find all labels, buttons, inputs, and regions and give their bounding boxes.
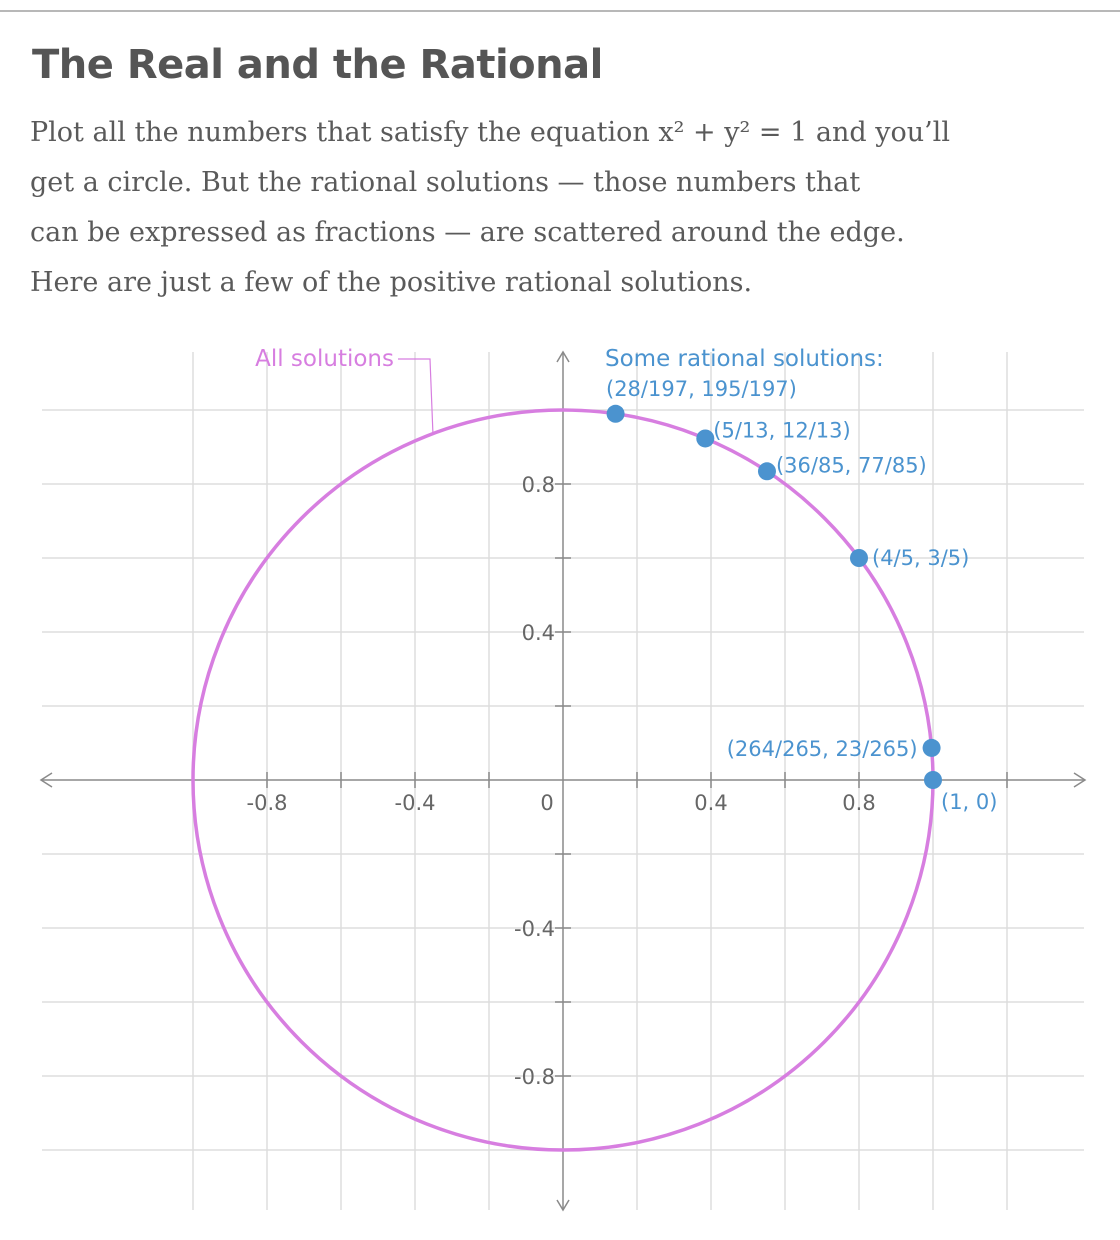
rational-point <box>850 549 868 567</box>
unit-circle-chart: -0.8 -0.4 0 0.4 0.8 0.8 0.4 -0.4 -0.8 (28/197, 1… <box>39 346 1087 1212</box>
intro-line: Here are just a few of the positive rati… <box>30 267 753 298</box>
intro-line: Plot all the numbers that satisfy the eq… <box>30 117 950 148</box>
points-legend-title: Some rational solutions: <box>605 346 884 372</box>
x-tick-label: 0 <box>540 791 553 815</box>
x-axis-arrow-right <box>1073 772 1087 788</box>
rational-point-label: (1, 0) <box>941 790 997 814</box>
points-layer: (28/197, 195/197) (5/13, 12/13) (36/85, 77… <box>606 377 997 814</box>
y-tick-label: 0.4 <box>522 621 555 645</box>
y-axis-arrow-bottom <box>556 1199 570 1212</box>
article-title: The Real and the Rational <box>32 42 603 88</box>
y-axis-arrow-top <box>556 350 570 363</box>
rational-point-label: (264/265, 23/265) <box>727 737 918 761</box>
curve-leader-line <box>398 358 434 434</box>
curve-legend-label: All solutions <box>255 346 394 372</box>
rational-point-label: (36/85, 77/85) <box>776 453 927 477</box>
y-tick-label: -0.8 <box>514 1065 555 1089</box>
rational-point-label: (4/5, 3/5) <box>872 546 969 570</box>
rational-point <box>924 771 942 789</box>
rational-point-label: (5/13, 12/13) <box>713 418 850 442</box>
x-tick-label: -0.4 <box>395 791 436 815</box>
article-intro: Plot all the numbers that satisfy the eq… <box>30 108 990 308</box>
axes: -0.8 -0.4 0 0.4 0.8 0.8 0.4 -0.4 -0.8 <box>39 350 1087 1212</box>
rational-point-label: (28/197, 195/197) <box>606 377 797 401</box>
intro-line: can be expressed as fractions — are scat… <box>30 217 905 248</box>
rational-point <box>606 404 625 423</box>
top-divider <box>0 10 1120 12</box>
x-tick-label: 0.4 <box>694 791 727 815</box>
rational-point <box>922 738 941 757</box>
x-tick-label: 0.8 <box>842 791 875 815</box>
y-tick-label: 0.8 <box>522 473 555 497</box>
rational-point <box>696 429 715 448</box>
intro-line: get a circle. But the rational solutions… <box>30 167 861 198</box>
rational-point <box>757 462 776 481</box>
x-axis-arrow-left <box>39 772 53 788</box>
x-tick-label: -0.8 <box>247 791 288 815</box>
y-tick-label: -0.4 <box>514 917 555 941</box>
legend: All solutions Some rational solutions: <box>255 346 884 372</box>
